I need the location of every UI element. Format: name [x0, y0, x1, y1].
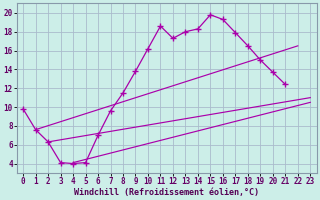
- X-axis label: Windchill (Refroidissement éolien,°C): Windchill (Refroidissement éolien,°C): [74, 188, 259, 197]
